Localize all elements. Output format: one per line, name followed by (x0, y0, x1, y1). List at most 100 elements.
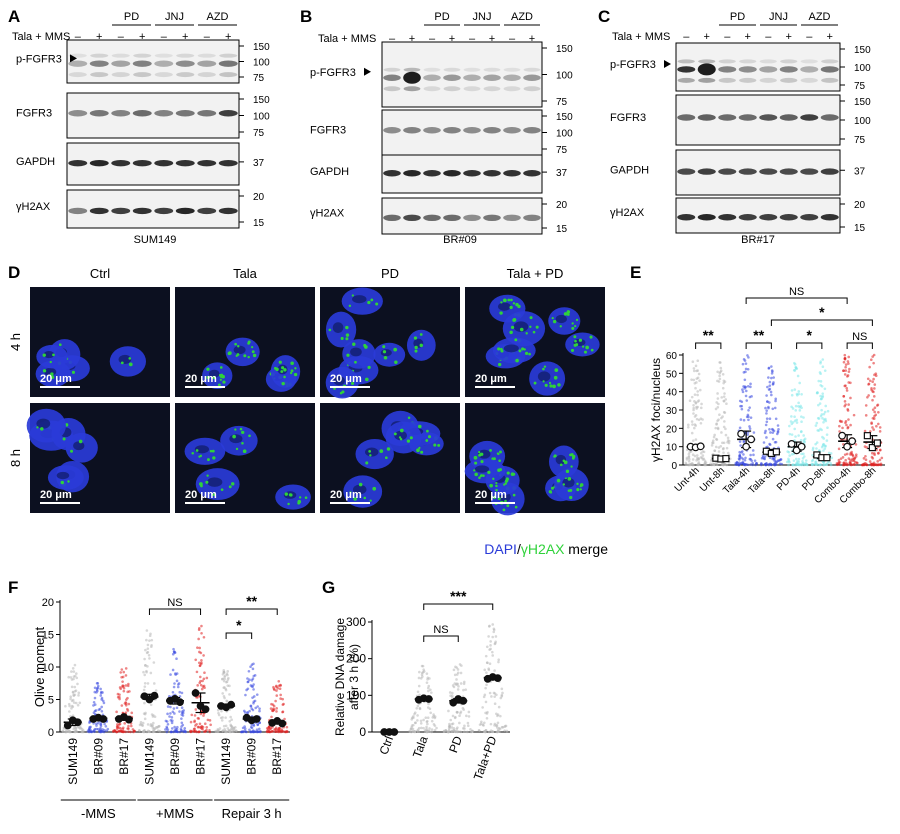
data-point (99, 687, 102, 691)
data-point (483, 721, 486, 725)
data-point (176, 725, 179, 729)
data-point (78, 701, 82, 705)
significance-bracket (225, 632, 253, 639)
data-point (493, 722, 497, 726)
column-header: Tala + PD (507, 266, 564, 281)
data-point (456, 710, 459, 714)
data-point (830, 456, 834, 460)
blot-band (698, 77, 716, 83)
data-point (765, 436, 768, 439)
gh2ax-focus (548, 490, 552, 494)
data-point (194, 708, 198, 711)
data-point (697, 372, 701, 376)
data-point (130, 724, 133, 728)
data-point (471, 729, 474, 733)
gh2ax-focus (414, 345, 418, 350)
mw-label: 150 (854, 97, 871, 108)
gh2ax-focus (290, 369, 294, 373)
micrograph: 20 μm (30, 287, 170, 397)
gh2ax-focus (349, 491, 352, 494)
data-point (184, 730, 187, 734)
data-point (693, 426, 696, 430)
gh2ax-focus (552, 384, 556, 389)
data-point (791, 407, 795, 410)
data-point (774, 417, 778, 421)
nucleolus (233, 345, 246, 355)
lane-sign: + (745, 31, 751, 43)
data-point (124, 711, 128, 714)
data-point (87, 730, 91, 734)
data-point (196, 696, 199, 699)
blot-band (175, 159, 195, 167)
blot-band (677, 59, 695, 64)
data-point (169, 712, 172, 715)
data-point (822, 420, 825, 424)
data-point (143, 717, 147, 721)
data-point (695, 417, 699, 421)
gh2ax-focus (369, 499, 372, 502)
data-point (482, 695, 486, 699)
row-label: 4 h (8, 333, 23, 351)
gh2ax-focus (346, 353, 350, 357)
data-point (148, 657, 151, 660)
data-point (492, 691, 496, 695)
data-point (152, 661, 156, 664)
gh2ax-focus (358, 482, 363, 487)
data-point (489, 640, 492, 643)
gh2ax-focus (518, 349, 522, 353)
data-point (248, 728, 251, 732)
data-point (755, 462, 758, 466)
gh2ax-focus (533, 381, 537, 385)
data-point (772, 462, 776, 466)
data-point (145, 730, 149, 734)
gh2ax-focus (575, 318, 579, 322)
data-point (770, 427, 774, 431)
data-point (750, 459, 754, 463)
lane-sign: – (469, 33, 476, 45)
data-point (699, 406, 703, 410)
data-point (487, 635, 490, 638)
data-point (877, 410, 880, 414)
data-point (688, 457, 691, 461)
data-point (214, 729, 218, 733)
data-point (870, 387, 873, 390)
blot-band (443, 67, 461, 72)
replicate-mean (150, 691, 159, 700)
data-point (153, 715, 157, 719)
gh2ax-focus (234, 342, 237, 346)
data-point (221, 729, 224, 733)
data-point (171, 710, 175, 714)
data-point (72, 670, 76, 673)
gh2ax-focus (528, 352, 531, 356)
replicate-mean (843, 442, 852, 451)
replicate-mean (252, 715, 261, 723)
blot-band (759, 66, 778, 73)
gh2ax-focus (497, 362, 502, 367)
data-point (751, 461, 754, 465)
mw-label: 15 (556, 224, 568, 235)
data-point (804, 459, 808, 462)
gh2ax-focus (382, 350, 387, 354)
data-point (820, 408, 823, 412)
gh2ax-focus (512, 493, 516, 497)
data-point (149, 632, 152, 636)
data-point (141, 721, 145, 725)
data-point (876, 460, 879, 463)
data-point (844, 365, 847, 369)
data-point (822, 412, 826, 416)
data-point (849, 381, 852, 385)
data-point (218, 727, 222, 730)
data-point (690, 395, 694, 399)
data-point (222, 679, 226, 683)
gh2ax-focus (479, 452, 483, 456)
significance-bracket (770, 319, 873, 326)
data-point (688, 450, 691, 454)
blot-band (820, 214, 839, 221)
data-point (821, 395, 824, 399)
gh2ax-focus (502, 298, 507, 303)
data-point (243, 727, 247, 731)
data-point (224, 730, 228, 734)
data-point (199, 679, 202, 683)
data-point (847, 370, 851, 373)
blot-band (759, 59, 777, 64)
